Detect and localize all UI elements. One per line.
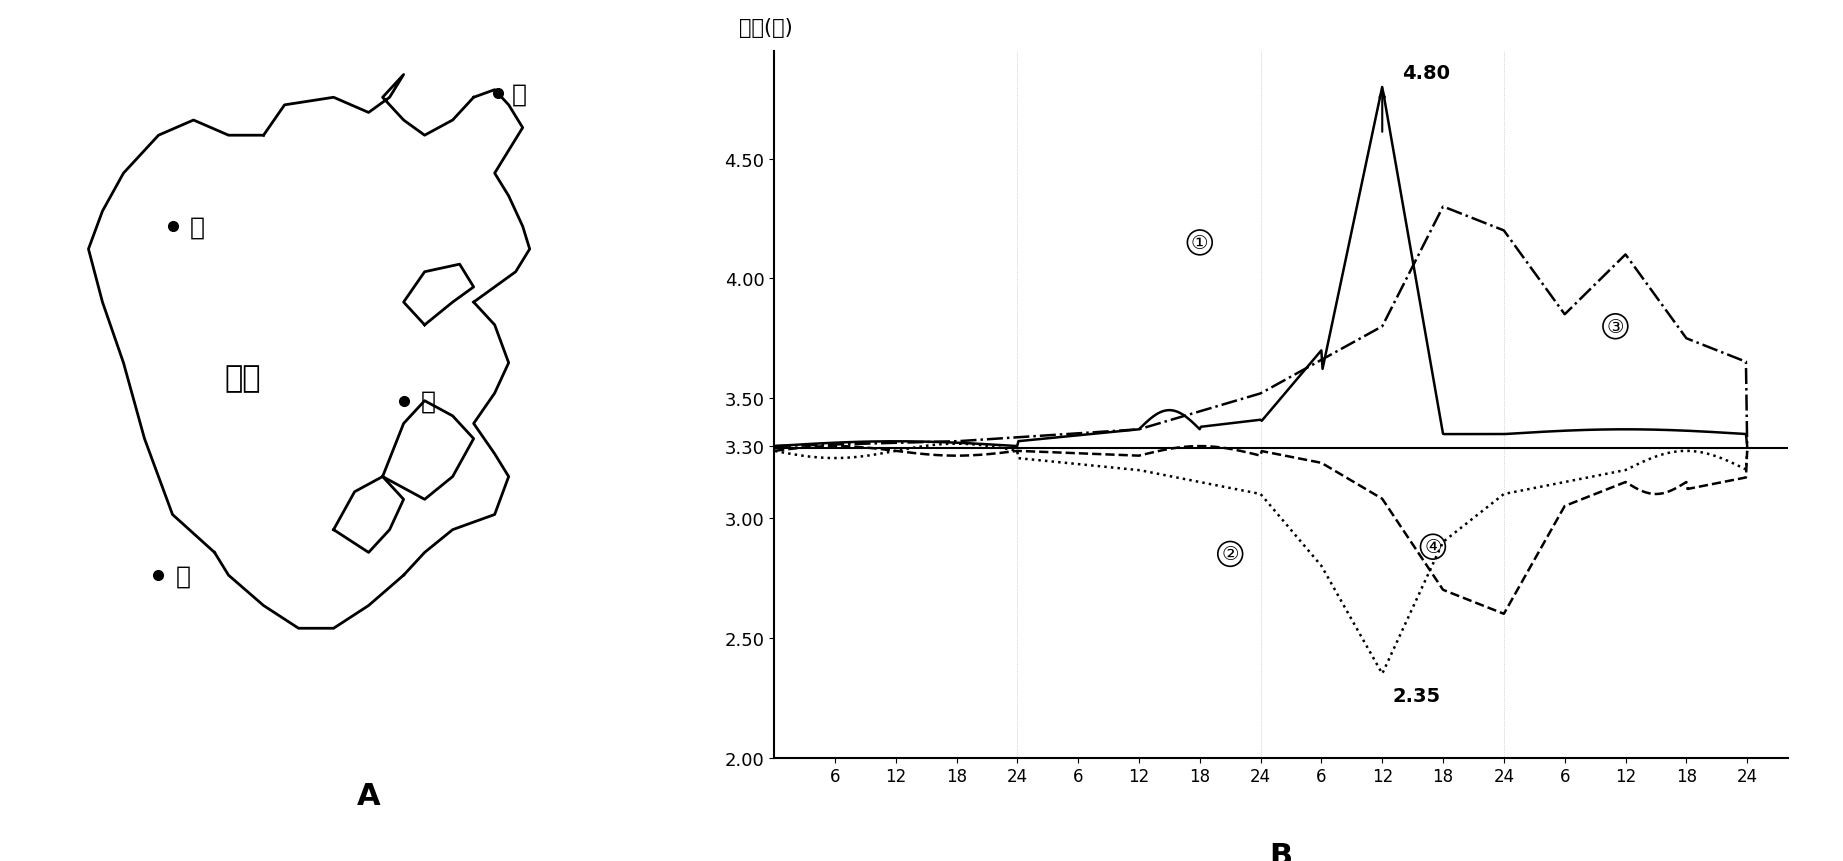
Text: 太湖: 太湖 [225, 364, 262, 393]
Text: 2.35: 2.35 [1393, 686, 1441, 705]
Text: ①: ① [1191, 233, 1209, 252]
Text: 乙: 乙 [190, 215, 205, 239]
Text: ③: ③ [1607, 318, 1624, 337]
Text: B: B [1270, 840, 1292, 861]
Y-axis label: 水位(米): 水位(米) [739, 17, 792, 38]
Text: 甲: 甲 [177, 563, 192, 587]
Text: ②: ② [1222, 545, 1238, 564]
Text: 4.80: 4.80 [1403, 64, 1450, 83]
Text: A: A [358, 781, 380, 809]
Text: ④: ④ [1425, 537, 1441, 556]
Text: 丙: 丙 [512, 83, 527, 107]
Text: 丁: 丁 [422, 389, 437, 413]
